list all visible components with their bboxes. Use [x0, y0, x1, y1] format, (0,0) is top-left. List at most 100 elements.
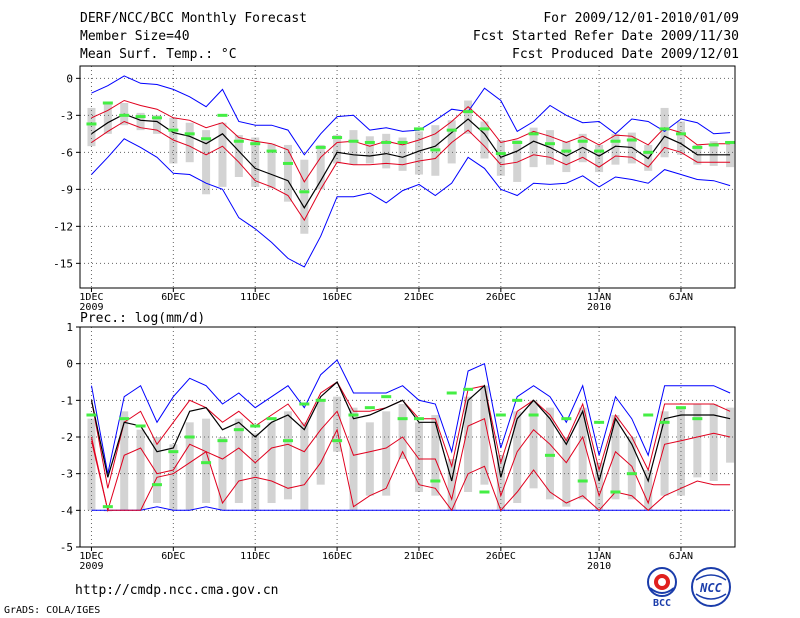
prec-spread-box: [218, 437, 227, 511]
prec-spread-box: [382, 411, 391, 496]
temp-spread-box: [169, 117, 178, 164]
temp-observed-marker: [626, 138, 637, 142]
temp-spread-box: [87, 107, 96, 147]
prec-xtick-label: 1JAN: [587, 551, 611, 562]
prec-min-line: [91, 506, 731, 511]
prec-observed-marker: [233, 428, 244, 432]
temp-spread-box: [103, 103, 112, 134]
prec-observed-marker: [201, 461, 212, 465]
prec-observed-marker: [675, 406, 686, 410]
temp-observed-marker: [692, 145, 703, 149]
temp-observed-marker: [332, 136, 343, 140]
grads-credit: GrADS: COLA/IGES: [4, 605, 101, 616]
temp-observed-marker: [708, 143, 719, 147]
temp-observed-marker: [168, 128, 179, 132]
temp-spread-box: [300, 159, 309, 234]
temp-spread-box: [611, 133, 620, 165]
prec-observed-marker: [135, 424, 146, 428]
prec-observed-marker: [528, 413, 539, 417]
prec-lower-line: [91, 410, 731, 513]
temp-observed-marker: [201, 137, 212, 141]
temp-mean-line: [91, 113, 731, 209]
temp-spread-box: [464, 100, 473, 134]
chart-title: DERF/NCC/BCC Monthly Forecast: [80, 11, 307, 26]
prec-observed-marker: [626, 472, 637, 476]
url-link[interactable]: http://cmdp.ncc.cma.gov.cn: [75, 583, 279, 598]
temp-observed-marker: [184, 132, 195, 136]
temp-spread-box: [202, 130, 211, 195]
temp-lower-line: [91, 120, 731, 222]
prec-spread-box: [562, 437, 571, 507]
prec-observed-marker: [512, 398, 523, 402]
prec-spread-box: [431, 415, 440, 496]
prec-ytick-label: 0: [66, 358, 73, 371]
temp-observed-marker: [413, 127, 424, 131]
temp-observed-marker: [102, 101, 113, 105]
prec-spread-box: [398, 404, 407, 459]
started-refer-date-label: Fcst Started Refer Date 2009/11/30: [472, 29, 739, 44]
temp-observed-marker: [463, 110, 474, 114]
temp-observed-marker: [282, 161, 293, 165]
temp-observed-marker: [364, 140, 375, 144]
temp-spread-box: [414, 131, 423, 175]
prec-spread-box: [578, 407, 587, 500]
temp-xtick-label: 1JAN: [587, 292, 611, 303]
prec-observed-marker: [282, 439, 293, 443]
prec-spread-box: [545, 407, 554, 500]
temp-observed-marker: [119, 113, 130, 117]
temp-observed-marker: [561, 149, 572, 153]
temp-xtick-label: 1DEC: [79, 292, 103, 303]
prec-xtick-label: 26DEC: [486, 551, 516, 562]
temp-ytick-label: -9: [60, 183, 73, 196]
temp-observed-marker: [348, 139, 359, 143]
temp-xtick-label: 21DEC: [404, 292, 434, 303]
temp-spread-box: [185, 122, 194, 163]
prec-observed-marker: [430, 479, 441, 483]
prec-observed-marker: [594, 420, 605, 424]
temp-xtick-label: 6DEC: [161, 292, 185, 303]
prec-spread-box: [414, 422, 423, 492]
temp-observed-marker: [315, 145, 326, 149]
temp-observed-marker: [151, 116, 162, 120]
prec-spread-box: [693, 404, 702, 478]
temp-observed-marker: [512, 140, 523, 144]
prec-spread-box: [316, 400, 325, 485]
temp-observed-marker: [610, 139, 621, 143]
prec-observed-marker: [463, 387, 474, 391]
prec-spread-box: [627, 437, 636, 500]
prec-spread-box: [480, 385, 489, 485]
temp-spread-box: [218, 122, 227, 187]
prec-observed-marker: [315, 398, 326, 402]
prec-spread-box: [234, 418, 243, 503]
temp-observed-marker: [381, 140, 392, 144]
prec-spread-box: [333, 396, 342, 452]
forecast-period-label: For 2009/12/01-2010/01/09: [543, 11, 739, 26]
prec-spread-box: [120, 411, 129, 511]
prec-ytick-label: -4: [60, 504, 74, 517]
prec-spread-box: [202, 418, 211, 503]
prec-spread-box: [595, 462, 604, 511]
temp-observed-marker: [446, 128, 457, 132]
prec-spread-box: [611, 415, 620, 500]
temp-observed-marker: [659, 127, 670, 131]
temp-observed-marker: [577, 139, 588, 143]
prec-spread-box: [513, 411, 522, 503]
prec-spread-box: [529, 400, 538, 489]
prec-variable-label: Prec.: log(mm/d): [80, 311, 205, 326]
prec-spread-box: [169, 444, 178, 511]
temp-spread-box: [267, 143, 276, 189]
prec-xtick-label: 6JAN: [669, 551, 693, 562]
prec-ytick-label: -5: [60, 541, 73, 554]
temp-ytick-label: 0: [66, 72, 73, 85]
prec-observed-marker: [544, 453, 555, 457]
temp-spread-box: [349, 130, 358, 165]
prec-observed-marker: [250, 424, 261, 428]
member-size-label: Member Size=40: [80, 29, 190, 44]
temp-spread-box: [447, 120, 456, 164]
temp-spread-box: [136, 112, 145, 131]
prec-observed-marker: [446, 391, 457, 395]
temp-spread-box: [398, 137, 407, 171]
prec-spread-box: [644, 470, 653, 511]
temp-spread-box: [382, 133, 391, 169]
